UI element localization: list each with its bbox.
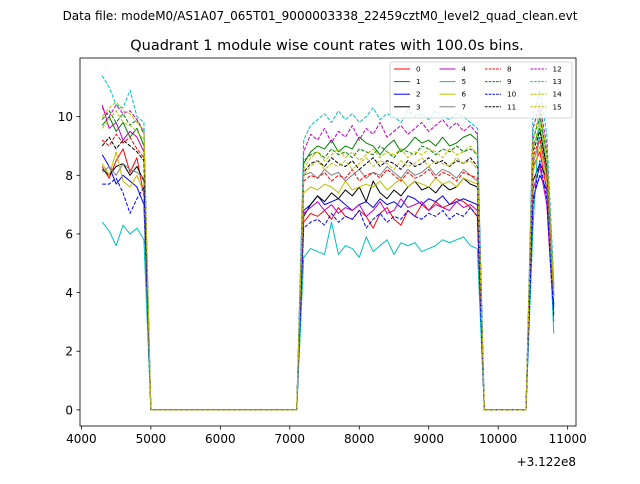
legend-label-12: 12 [553, 65, 562, 74]
series-line-3 [101, 163, 555, 411]
x-tick-label-9000: 9000 [413, 432, 444, 446]
legend-label-15: 15 [553, 102, 562, 111]
x-tick-label-4000: 4000 [66, 432, 97, 446]
plot-frame [79, 57, 577, 427]
chart-title: Quadrant 1 module wise count rates with … [130, 38, 524, 54]
series-line-13 [101, 75, 555, 411]
legend-label-14: 14 [553, 90, 563, 99]
legend-label-5: 5 [462, 77, 467, 86]
x-offset-label: +3.122e8 [517, 455, 576, 469]
series-line-6 [101, 145, 555, 411]
legend-label-1: 1 [416, 77, 421, 86]
x-tick-label-10000: 10000 [479, 432, 517, 446]
axes: 4000 5000 6000 7000 8000 9000 10000 11000 0 2 4 6 8 1… [58, 57, 587, 446]
suptitle: Data file: modeM0/AS1A07_065T01_90000033… [63, 9, 578, 23]
series-line-9 [101, 110, 555, 411]
series-line-7 [101, 139, 555, 411]
y-tick-label-4: 4 [65, 286, 73, 300]
series-line-0 [101, 148, 555, 411]
legend-label-11: 11 [507, 102, 516, 111]
y-tick-label-2: 2 [65, 345, 73, 359]
series-line-1 [101, 116, 555, 411]
legend-label-3: 3 [416, 102, 421, 111]
legend-box [389, 61, 573, 119]
series-line-14 [101, 101, 555, 411]
series-line-15 [101, 110, 555, 411]
legend-label-0: 0 [416, 65, 421, 74]
series-line-5 [101, 110, 555, 411]
legend-label-2: 2 [416, 90, 421, 99]
y-tick-label-10: 10 [58, 110, 73, 124]
plot-lines [101, 75, 555, 411]
y-tick-label-0: 0 [65, 403, 73, 417]
series-line-11 [101, 130, 555, 411]
legend-label-10: 10 [507, 90, 517, 99]
x-tick-label-11000: 11000 [549, 432, 587, 446]
legend-label-8: 8 [507, 65, 512, 74]
series-line-12 [101, 104, 555, 411]
legend-label-7: 7 [462, 102, 467, 111]
y-tick-label-8: 8 [65, 169, 73, 183]
series-line-8 [101, 133, 555, 411]
x-tick-label-6000: 6000 [205, 432, 236, 446]
series-line-2 [101, 154, 555, 411]
legend-label-13: 13 [553, 77, 562, 86]
legend-label-4: 4 [462, 65, 467, 74]
y-tick-label-6: 6 [65, 227, 73, 241]
legend-label-9: 9 [507, 77, 512, 86]
x-tick-label-8000: 8000 [344, 432, 375, 446]
legend-label-6: 6 [462, 90, 467, 99]
series-line-4 [101, 104, 555, 411]
x-tick-label-5000: 5000 [136, 432, 167, 446]
x-tick-label-7000: 7000 [275, 432, 306, 446]
